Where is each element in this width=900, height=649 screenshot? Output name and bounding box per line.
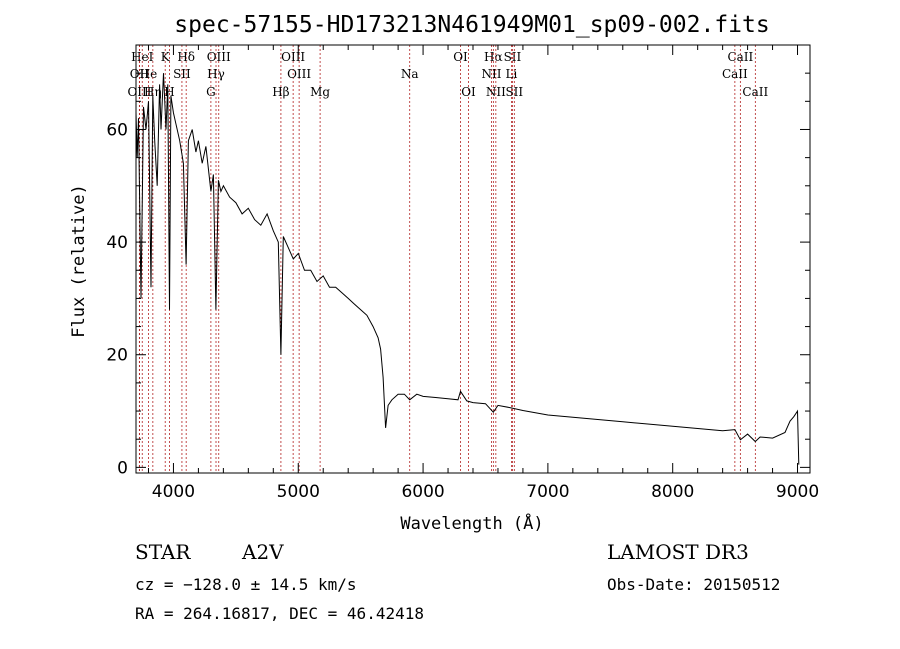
y-tick-label-1: 20 [106, 346, 128, 366]
spectral-line-label-9: OIII [207, 50, 231, 64]
object-type: STAR [135, 540, 191, 564]
spectral-line-label-23: Li [506, 67, 518, 81]
x-tick-label-0: 4000 [152, 482, 195, 502]
spectral-line-label-7: H [164, 85, 174, 99]
spectral-line-label-25: CaII [727, 50, 753, 64]
spectral-line-label-14: OIII [287, 67, 311, 81]
spectral-line-label-0: HeI [131, 50, 154, 64]
spectral-line-label-27: CaII [742, 85, 768, 99]
y-axis-label: Flux (relative) [69, 184, 89, 338]
spectral-line-label-8: Hδ [177, 50, 195, 64]
x-tick-label-2: 6000 [401, 482, 444, 502]
y-tick-label-0: 0 [117, 458, 128, 478]
spectrum-line [135, 73, 800, 465]
axis-ticks: 4000 5000 6000 7000 8000 9000 0 20 40 60 [106, 45, 819, 502]
x-tick-label-5: 9000 [776, 482, 819, 502]
spectral-line-label-12: Hβ [272, 85, 289, 99]
spectral-line-label-5: K [161, 50, 171, 64]
x-tick-label-4: 8000 [651, 482, 694, 502]
spectral-line-label-18: OI [461, 85, 476, 99]
plot-frame [135, 44, 811, 474]
x-axis-label: Wavelength (Å) [400, 512, 543, 534]
y-tick-label-2: 40 [106, 233, 128, 253]
spectral-line-label-21: NII [486, 85, 506, 99]
spectral-line-label-20: NII [481, 67, 501, 81]
spectral-line-label-17: OI [453, 50, 468, 64]
spectral-line-label-11: G [206, 85, 216, 99]
spectral-line-label-16: Na [401, 67, 419, 81]
survey-name: LAMOST DR3 [607, 540, 749, 564]
spectral-line-label-6: SII [173, 67, 191, 81]
spectral-line-label-10: Hγ [207, 67, 225, 81]
x-tick-label-1: 5000 [277, 482, 320, 502]
spectral-line-label-26: CaII [722, 67, 748, 81]
chart-title: spec-57155-HD173213N461949M01_sp09-002.f… [174, 12, 769, 38]
spectral-line-label-13: OIII [281, 50, 305, 64]
spectral-line-label-24: SII [505, 85, 523, 99]
spectral-line-label-22: SII [504, 50, 522, 64]
spectral-class: A2V [242, 540, 284, 564]
y-tick-label-3: 60 [106, 120, 128, 140]
spectral-line-label-4: Hη [144, 85, 162, 99]
spectral-line-label-2: OIII [127, 85, 151, 99]
spectral-line-label-3: He [140, 67, 158, 81]
redshift-cz: cz = −128.0 ± 14.5 km/s [135, 575, 357, 594]
spectral-line-label-15: Mg [310, 85, 330, 99]
spectral-line-label-19: Hα [484, 50, 503, 64]
ra-dec-coordinates: RA = 264.16817, DEC = 46.42418 [135, 604, 424, 623]
x-tick-label-3: 7000 [526, 482, 569, 502]
obs-date: Obs-Date: 20150512 [607, 575, 781, 594]
